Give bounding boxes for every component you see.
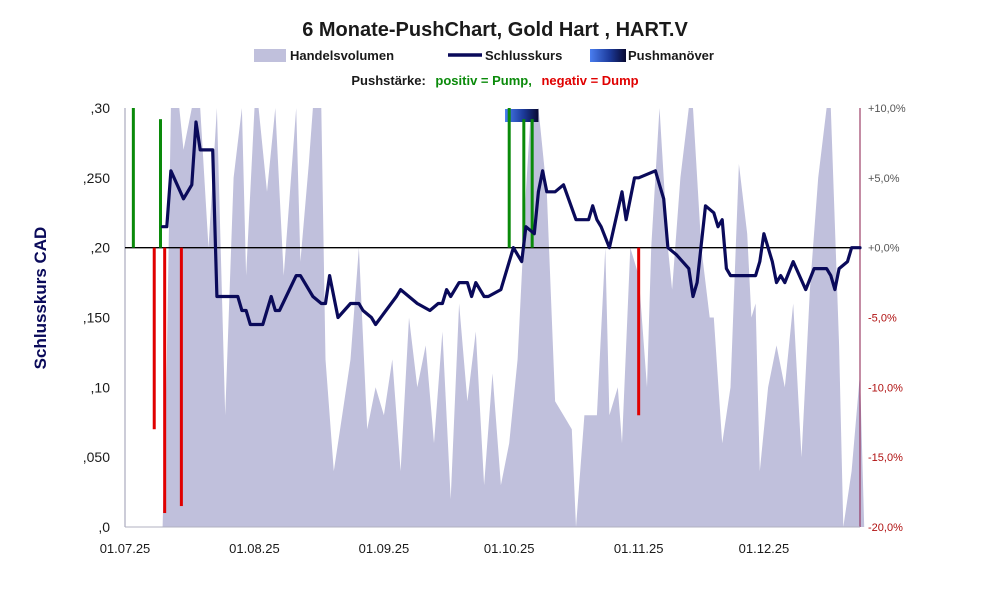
legend-close-label: Schlusskurs	[485, 48, 562, 63]
chart-title: 6 Monate-PushChart, Gold Hart , HART.V	[302, 19, 688, 41]
y-tick-label: ,050	[83, 449, 110, 465]
push-bar-dump	[152, 247, 156, 430]
y-axis-label: Schlusskurs CAD	[31, 227, 50, 370]
x-tick-label: 01.09.25	[359, 541, 410, 556]
volume-area	[125, 108, 865, 527]
y2-tick-label: -15,0%	[868, 452, 903, 464]
x-tick-label: 01.10.25	[484, 541, 535, 556]
y2-tick-label: +5,0%	[868, 173, 900, 185]
push-bar-pump	[530, 119, 534, 248]
y-tick-label: ,10	[91, 379, 111, 395]
push-bar-pump	[507, 108, 511, 248]
y-tick-label: ,30	[91, 100, 111, 116]
legend-volume-label: Handelsvolumen	[290, 48, 394, 63]
push-bar-pump	[522, 119, 526, 248]
y2-tick-label: +0,0%	[868, 243, 900, 255]
x-tick-label: 01.07.25	[100, 541, 151, 556]
legend-push-swatch	[590, 49, 626, 62]
legend-volume-swatch	[254, 49, 286, 62]
x-tick-label: 01.11.25	[614, 541, 664, 556]
push-strength-prefix: Pushstärke:	[351, 73, 425, 88]
legend-push-label: Pushmanöver	[628, 48, 714, 63]
push-strength-legend: Pushstärke: positiv = Pump, negativ = Du…	[351, 73, 638, 88]
y-tick-label: ,250	[83, 170, 110, 186]
push-strength-negative: negativ = Dump	[541, 73, 638, 88]
push-bar-dump	[163, 247, 167, 514]
x-tick-label: 01.08.25	[229, 541, 280, 556]
close-price-line	[161, 120, 862, 327]
push-bar-dump	[179, 247, 183, 507]
y-tick-label: ,150	[83, 310, 110, 326]
push-zone	[505, 109, 539, 122]
y-tick-label: ,0	[98, 519, 110, 535]
x-tick-label: 01.12.25	[739, 541, 790, 556]
push-strength-positive: positiv = Pump,	[435, 73, 531, 88]
y2-tick-label: -20,0%	[868, 522, 903, 534]
push-bar-pump	[131, 108, 135, 248]
y-tick-label: ,20	[91, 240, 111, 256]
y2-tick-label: -5,0%	[868, 313, 897, 325]
push-bar-pump	[158, 119, 162, 248]
y2-tick-label: -10,0%	[868, 382, 903, 394]
y2-tick-label: +10,0%	[868, 103, 906, 115]
push-bar-dump	[637, 247, 641, 416]
legend: Handelsvolumen Schlusskurs Pushmanöver	[254, 48, 714, 63]
plot-area: ,0 ,050 ,10 ,150 ,20 ,250 ,30 +10,0% +5,0% +0,0% -…	[83, 100, 906, 556]
